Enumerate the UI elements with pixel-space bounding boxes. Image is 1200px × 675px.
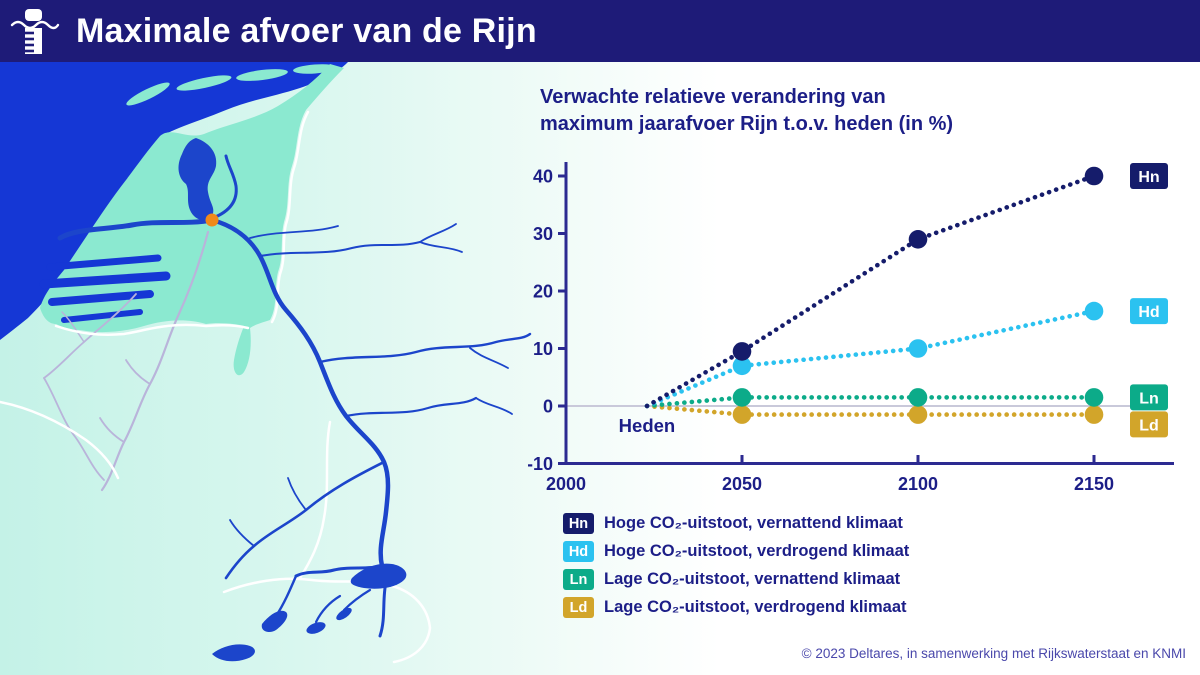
north-sea (0, 62, 348, 340)
alpine-lakes (212, 563, 407, 662)
series-line-Hn (644, 173, 1097, 409)
data-point-Ln-2100 (908, 388, 928, 407)
series-badge-Ld: Ld (1130, 411, 1168, 438)
data-point-Hn-2050 (732, 342, 752, 361)
chart-title: Verwachte relatieve verandering van maxi… (540, 86, 954, 135)
x-tick-label: 2100 (898, 474, 938, 494)
svg-text:Hn: Hn (1138, 169, 1159, 186)
water-gauge-logo-icon (10, 9, 60, 54)
legend-badge-Ld: Ld (563, 597, 594, 618)
chart-legend: Hn Hoge CO₂-uitstoot, vernattend klimaat H… (563, 513, 909, 618)
legend-item-Ln: Ln Lage CO₂-uitstoot, vernattend klimaat (563, 569, 909, 590)
credit-line: © 2023 Deltares, in samenwerking met Rij… (801, 646, 1186, 661)
rhine-river-network (57, 154, 532, 638)
page-title: Maximale afvoer van de Rijn (76, 11, 537, 50)
data-point-Ld-2050 (732, 405, 752, 424)
header: Maximale afvoer van de Rijn (0, 0, 1200, 62)
lake-geneva (212, 644, 255, 662)
series-line-Ld (644, 403, 1097, 417)
series-badge-Hn: Hn (1130, 163, 1168, 189)
legend-label-Hd: Hoge CO₂-uitstoot, verdrogend klimaat (604, 542, 910, 560)
series-line-Hd (644, 308, 1097, 409)
country-borders (0, 110, 432, 664)
y-tick-label: 30 (533, 224, 553, 244)
y-tick-label: -10 (528, 454, 553, 474)
bodensee-lake (350, 563, 407, 589)
data-point-Hn-2100 (908, 230, 928, 249)
mosel-river (224, 460, 386, 580)
rhine-basin-map (0, 62, 532, 664)
legend-label-Ln: Lage CO₂-uitstoot, vernattend klimaat (604, 570, 901, 588)
svg-text:Ln: Ln (1139, 390, 1159, 407)
legend-item-Hn: Hn Hoge CO₂-uitstoot, vernattend klimaat (563, 513, 909, 534)
legend-item-Ld: Ld Lage CO₂-uitstoot, verdrogend klimaat (563, 597, 909, 618)
lobith-marker (205, 213, 219, 227)
y-tick-label: 40 (533, 167, 553, 187)
legend-label-Hn: Hoge CO₂-uitstoot, vernattend klimaat (604, 514, 903, 532)
data-point-Hd-2100 (908, 339, 928, 358)
y-tick-label: 20 (533, 282, 553, 302)
series-badge-Hd: Hd (1130, 298, 1168, 325)
rhine-main-river (209, 217, 391, 569)
origin-label: Heden (619, 415, 676, 436)
y-tick-label: 0 (543, 397, 553, 417)
svg-text:Ld: Ld (1139, 417, 1159, 434)
legend-badge-Hd: Hd (563, 541, 594, 562)
wadden-islands (126, 64, 337, 106)
x-tick-label: 2000 (546, 474, 586, 494)
data-point-Hd-2150 (1084, 301, 1104, 321)
y-tick-label: 10 (533, 339, 553, 359)
discharge-change-chart: -10 0 10 20 30 40 2000 2050 2100 2150 Heden Hn Hd Ln L… (527, 152, 1200, 504)
data-point-Ld-2100 (908, 405, 928, 424)
meuse-scheldt-rivers (43, 230, 210, 492)
data-point-Ld-2150 (1084, 405, 1104, 424)
series-badge-Ln: Ln (1130, 384, 1168, 411)
x-tick-label: 2050 (722, 474, 762, 494)
svg-text:Hd: Hd (1138, 304, 1159, 321)
content-area: Verwachte relatieve verandering van maxi… (0, 62, 1200, 675)
ijsselmeer-lake (178, 138, 217, 221)
series-line-Ln (644, 395, 1097, 409)
waal-waterway (57, 217, 215, 241)
legend-label-Ld: Lage CO₂-uitstoot, verdrogend klimaat (604, 598, 907, 616)
legend-item-Hd: Hd Hoge CO₂-uitstoot, verdrogend klimaat (563, 541, 909, 562)
data-point-Ln-2050 (732, 388, 752, 407)
ijssel-river (211, 154, 238, 220)
data-point-Hd-2050 (732, 356, 752, 376)
legend-badge-Hn: Hn (563, 513, 594, 534)
legend-badge-Ln: Ln (563, 569, 594, 590)
data-point-Ln-2150 (1084, 388, 1104, 407)
data-point-Hn-2150 (1084, 166, 1104, 186)
x-tick-label: 2150 (1074, 474, 1114, 494)
